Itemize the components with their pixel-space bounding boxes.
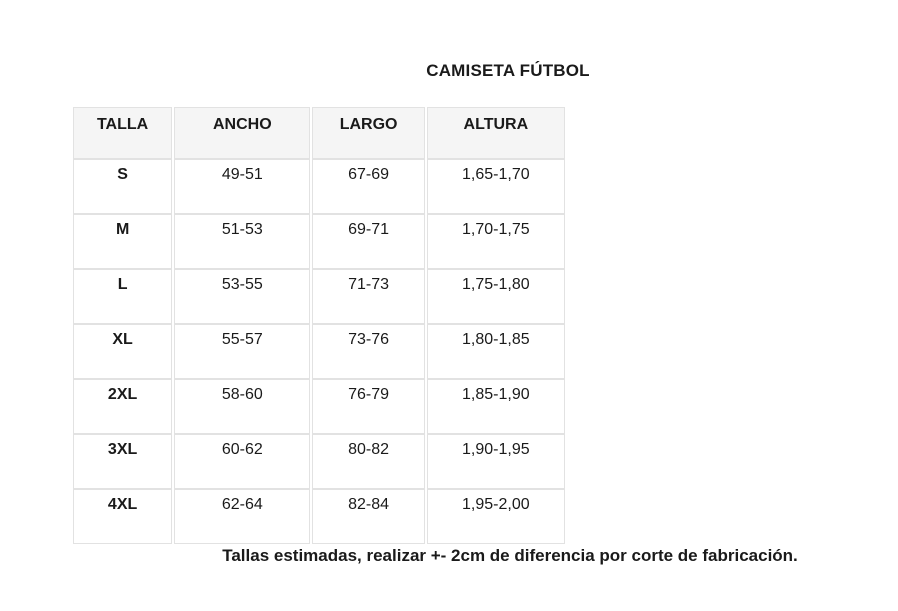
size-cell: 2XL <box>73 379 173 434</box>
column-header-altura: ALTURA <box>426 107 565 159</box>
table-row: XL 55-57 73-76 1,80-1,85 <box>73 324 565 379</box>
size-cell: XL <box>73 324 173 379</box>
table-row: M 51-53 69-71 1,70-1,75 <box>73 214 565 269</box>
size-table: TALLA ANCHO LARGO ALTURA S 49-51 67-69 1… <box>71 107 567 544</box>
ancho-cell: 51-53 <box>174 214 311 269</box>
table-row: S 49-51 67-69 1,65-1,70 <box>73 159 565 214</box>
altura-cell: 1,70-1,75 <box>426 214 565 269</box>
ancho-cell: 60-62 <box>174 434 311 489</box>
page-title: CAMISETA FÚTBOL <box>426 61 590 80</box>
altura-cell: 1,90-1,95 <box>426 434 565 489</box>
table-row: 4XL 62-64 82-84 1,95-2,00 <box>73 489 565 544</box>
size-cell: S <box>73 159 173 214</box>
header-row: TALLA ANCHO LARGO ALTURA <box>73 107 565 159</box>
ancho-cell: 58-60 <box>174 379 311 434</box>
ancho-cell: 49-51 <box>174 159 311 214</box>
largo-cell: 73-76 <box>312 324 425 379</box>
largo-cell: 69-71 <box>312 214 425 269</box>
table-row: L 53-55 71-73 1,75-1,80 <box>73 269 565 324</box>
largo-cell: 71-73 <box>312 269 425 324</box>
size-table-header: TALLA ANCHO LARGO ALTURA <box>73 107 565 159</box>
table-row: 2XL 58-60 76-79 1,85-1,90 <box>73 379 565 434</box>
size-cell: M <box>73 214 173 269</box>
largo-cell: 82-84 <box>312 489 425 544</box>
altura-cell: 1,75-1,80 <box>426 269 565 324</box>
size-table-body: S 49-51 67-69 1,65-1,70 M 51-53 69-71 1,… <box>73 159 565 544</box>
ancho-cell: 53-55 <box>174 269 311 324</box>
largo-cell: 67-69 <box>312 159 425 214</box>
ancho-cell: 55-57 <box>174 324 311 379</box>
altura-cell: 1,65-1,70 <box>426 159 565 214</box>
column-header-talla: TALLA <box>73 107 173 159</box>
column-header-largo: LARGO <box>312 107 425 159</box>
size-cell: 3XL <box>73 434 173 489</box>
size-cell: 4XL <box>73 489 173 544</box>
table-row: 3XL 60-62 80-82 1,90-1,95 <box>73 434 565 489</box>
largo-cell: 80-82 <box>312 434 425 489</box>
altura-cell: 1,95-2,00 <box>426 489 565 544</box>
altura-cell: 1,85-1,90 <box>426 379 565 434</box>
column-header-ancho: ANCHO <box>174 107 311 159</box>
size-cell: L <box>73 269 173 324</box>
footer-note: Tallas estimadas, realizar +- 2cm de dif… <box>222 546 798 565</box>
largo-cell: 76-79 <box>312 379 425 434</box>
ancho-cell: 62-64 <box>174 489 311 544</box>
altura-cell: 1,80-1,85 <box>426 324 565 379</box>
